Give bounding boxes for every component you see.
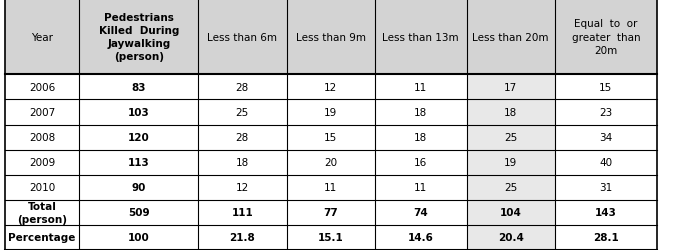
Bar [466, 200, 555, 225]
Bar [466, 100, 555, 125]
Text: 2008: 2008 [29, 132, 55, 142]
Text: 2009: 2009 [29, 158, 55, 168]
Bar [466, 125, 555, 150]
Text: 143: 143 [595, 208, 617, 218]
Bar [198, 0, 287, 75]
Text: 20: 20 [324, 158, 337, 168]
Text: 11: 11 [414, 182, 428, 192]
Text: 25: 25 [236, 108, 249, 118]
Text: 104: 104 [500, 208, 522, 218]
Text: 74: 74 [413, 208, 428, 218]
Bar [466, 150, 555, 175]
Text: 113: 113 [128, 158, 150, 168]
Bar [5, 0, 79, 75]
Text: 15: 15 [599, 82, 612, 92]
Text: 34: 34 [599, 132, 612, 142]
Text: 15: 15 [324, 132, 337, 142]
Text: 18: 18 [414, 132, 428, 142]
Text: 11: 11 [414, 82, 428, 92]
Text: Pedestrians
Killed  During
Jaywalking
(person): Pedestrians Killed During Jaywalking (pe… [98, 13, 179, 62]
Text: Percentage: Percentage [8, 232, 76, 242]
Bar [466, 75, 555, 100]
Text: 509: 509 [128, 208, 150, 218]
Text: 100: 100 [128, 232, 150, 242]
Text: 40: 40 [599, 158, 612, 168]
Bar [466, 225, 555, 250]
Bar [375, 0, 466, 75]
Bar [287, 0, 375, 75]
Text: 18: 18 [414, 108, 428, 118]
Text: Less than 13m: Less than 13m [382, 32, 459, 42]
Text: 111: 111 [231, 208, 253, 218]
Text: 18: 18 [236, 158, 249, 168]
Text: 28.1: 28.1 [593, 232, 619, 242]
Text: 20.4: 20.4 [498, 232, 524, 242]
Text: 83: 83 [131, 82, 146, 92]
Text: Total
(person): Total (person) [17, 201, 67, 224]
Text: 25: 25 [504, 182, 517, 192]
Text: 12: 12 [324, 82, 337, 92]
Text: 15.1: 15.1 [318, 232, 343, 242]
Text: 21.8: 21.8 [229, 232, 255, 242]
Bar [79, 0, 198, 75]
Text: 25: 25 [504, 132, 517, 142]
Bar [555, 0, 657, 75]
Text: 28: 28 [236, 82, 249, 92]
Text: 120: 120 [128, 132, 150, 142]
Text: 12: 12 [236, 182, 249, 192]
Text: Less than 20m: Less than 20m [473, 32, 549, 42]
Text: Less than 9m: Less than 9m [295, 32, 366, 42]
Text: 16: 16 [414, 158, 428, 168]
Text: 2010: 2010 [29, 182, 55, 192]
Bar [466, 0, 555, 75]
Text: 23: 23 [599, 108, 612, 118]
Text: 17: 17 [504, 82, 517, 92]
Text: 18: 18 [504, 108, 517, 118]
Text: 103: 103 [128, 108, 150, 118]
Text: 2007: 2007 [29, 108, 55, 118]
Text: Year: Year [31, 32, 53, 42]
Text: 31: 31 [599, 182, 612, 192]
Text: 2006: 2006 [29, 82, 55, 92]
Text: Less than 6m: Less than 6m [207, 32, 277, 42]
Text: 19: 19 [324, 108, 337, 118]
Text: 90: 90 [131, 182, 146, 192]
Text: 19: 19 [504, 158, 517, 168]
Text: Equal  to  or
greater  than
20m: Equal to or greater than 20m [572, 19, 640, 56]
Text: 77: 77 [324, 208, 338, 218]
Text: 11: 11 [324, 182, 337, 192]
Bar [466, 175, 555, 200]
Text: 14.6: 14.6 [408, 232, 434, 242]
Text: 28: 28 [236, 132, 249, 142]
